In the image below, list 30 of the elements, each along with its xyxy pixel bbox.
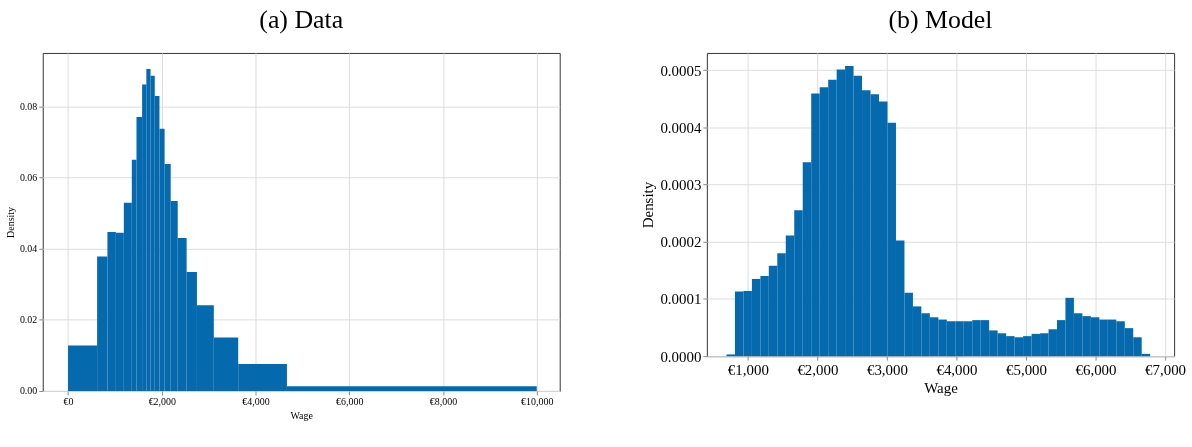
x-tick-label: €10,000 (521, 396, 554, 408)
x-tick-label: €2,000 (148, 396, 176, 408)
y-tick-label: 0.0001 (660, 291, 702, 308)
y-tick-label: 0.08 (19, 100, 38, 112)
y-axis-title: Density (4, 206, 16, 238)
y-tick-label: 0.0005 (660, 62, 702, 79)
y-tick-label: 0.0000 (660, 348, 702, 365)
y-tick-label: 0.04 (19, 243, 38, 255)
x-tick-label: €4,000 (242, 396, 270, 408)
x-tick-label: €3,000 (866, 361, 908, 378)
y-tick-label: 0.00 (19, 385, 38, 397)
x-axis-title: Wage (924, 380, 959, 397)
x-tick-label: €6,000 (1075, 361, 1117, 378)
x-tick-label: €0 (63, 396, 74, 408)
x-tick-label: €4,000 (936, 361, 978, 378)
x-tick-label: €2,000 (797, 361, 839, 378)
chart-title: (b) Model (888, 5, 993, 35)
y-axis-title: Density (640, 181, 657, 229)
x-tick-label: €1,000 (727, 361, 769, 378)
y-tick-label: 0.02 (19, 314, 38, 326)
y-tick-label: 0.0003 (660, 177, 702, 193)
chart-title: (a) Data (259, 5, 344, 35)
x-tick-label: €6,000 (336, 396, 364, 408)
y-tick-label: 0.0004 (660, 119, 702, 136)
x-axis-title: Wage (290, 410, 314, 422)
x-tick-label: €7,000 (1145, 361, 1187, 378)
y-tick-label: 0.0002 (660, 234, 702, 251)
x-tick-label: €8,000 (429, 396, 458, 408)
x-tick-label: €5,000 (1006, 361, 1047, 378)
y-tick-label: 0.06 (19, 171, 38, 183)
